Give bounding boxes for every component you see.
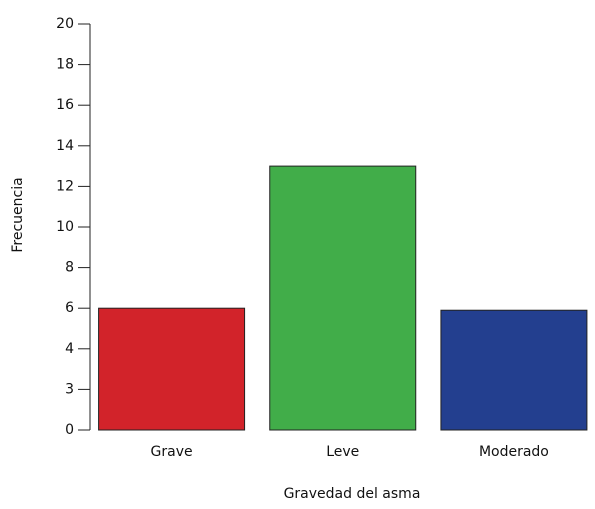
y-tick-label: 4: [65, 341, 74, 357]
x-tick-label: Moderado: [479, 444, 549, 460]
bar: [98, 307, 246, 431]
bar: [440, 309, 588, 431]
x-tick-label: Grave: [151, 444, 193, 460]
y-tick-label: 16: [56, 97, 74, 113]
y-tick-label: 12: [56, 178, 74, 194]
y-tick-label: 14: [56, 138, 74, 154]
y-tick-label: 6: [65, 300, 74, 316]
y-axis-label: Frecuencia: [10, 177, 26, 252]
y-tick-label: 3: [65, 381, 74, 397]
y-tick-label: 20: [56, 16, 74, 32]
y-tick-label: 10: [56, 219, 74, 235]
y-tick-label: 8: [65, 260, 74, 276]
bar: [269, 165, 417, 431]
y-tick-label: 0: [65, 422, 74, 438]
x-axis-label: Gravedad del asma: [284, 486, 421, 502]
x-tick-label: Leve: [326, 444, 359, 460]
y-tick-label: 18: [56, 57, 74, 73]
